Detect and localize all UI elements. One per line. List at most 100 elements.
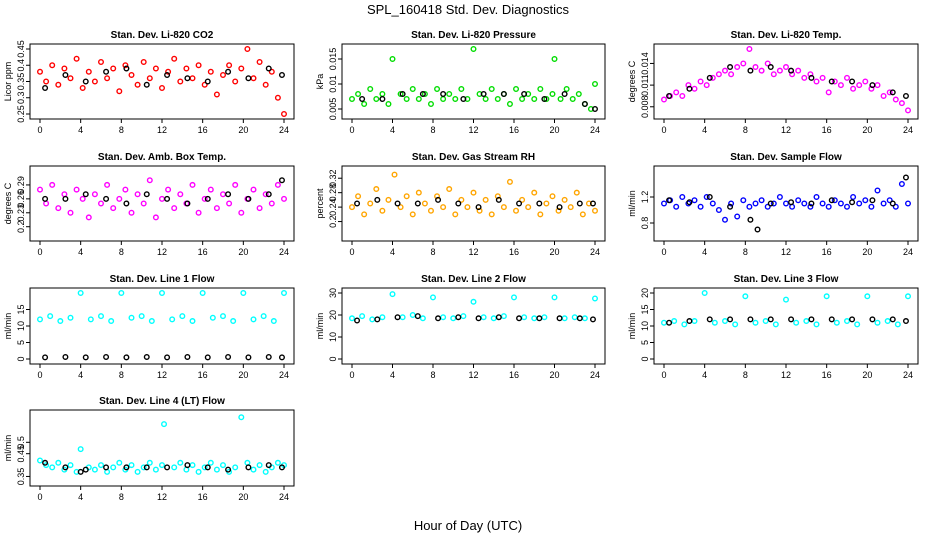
x-tick-label: 20 <box>238 247 248 257</box>
data-point <box>207 68 214 75</box>
data-point <box>42 84 49 91</box>
y-tick-label: 0.45 <box>16 40 26 58</box>
data-point <box>849 316 856 323</box>
data-point <box>232 464 239 471</box>
data-point <box>116 195 123 202</box>
data-point <box>788 199 795 206</box>
data-point <box>808 74 815 81</box>
data-point <box>67 462 74 469</box>
data-point <box>709 200 716 207</box>
data-point <box>55 81 62 88</box>
data-point <box>869 316 876 323</box>
data-point <box>219 71 226 78</box>
data-point <box>225 354 232 361</box>
y-axis-label: ml/min <box>3 435 13 462</box>
data-point <box>184 354 191 361</box>
data-point <box>767 200 774 207</box>
data-point <box>409 85 416 92</box>
data-point <box>556 315 563 322</box>
x-tick-label: 8 <box>119 247 124 257</box>
data-point <box>43 200 50 207</box>
data-point <box>355 90 362 97</box>
data-point <box>703 82 710 89</box>
data-point <box>138 313 145 320</box>
x-tick-label: 4 <box>390 125 395 135</box>
data-point <box>158 84 165 91</box>
x-tick-label: 8 <box>119 125 124 135</box>
data-point <box>460 313 467 320</box>
data-point <box>61 65 68 72</box>
data-point <box>801 74 808 81</box>
data-point <box>551 56 558 63</box>
data-point <box>62 195 69 202</box>
data-point <box>458 196 465 203</box>
series <box>354 313 596 324</box>
data-point <box>171 464 178 471</box>
data-point <box>225 68 232 75</box>
data-point <box>452 95 459 102</box>
data-point <box>232 181 239 188</box>
x-tick-label: 20 <box>549 247 559 257</box>
data-point <box>262 81 269 88</box>
data-point <box>414 200 421 207</box>
data-point <box>47 313 54 320</box>
data-point <box>189 75 196 82</box>
data-point <box>697 78 704 85</box>
data-point <box>359 313 366 320</box>
data-point <box>679 92 686 99</box>
data-point <box>146 459 153 466</box>
panel-title: Stan. Dev. Li-820 CO2 <box>111 30 214 41</box>
data-point <box>576 200 583 207</box>
data-point <box>541 314 548 321</box>
data-point <box>854 321 861 328</box>
x-tick-label: 16 <box>509 370 519 380</box>
y-axis-label: ml/min <box>3 313 13 340</box>
data-point <box>506 100 513 107</box>
data-point <box>549 193 556 200</box>
data-point <box>354 317 361 324</box>
data-point <box>831 78 838 85</box>
data-point <box>143 191 150 198</box>
y-tick-label: 0.35 <box>16 73 26 91</box>
x-tick-label: 4 <box>78 125 83 135</box>
data-point <box>354 200 361 207</box>
panel-title: Stan. Dev. Line 4 (LT) Flow <box>99 396 225 407</box>
data-point <box>458 85 465 92</box>
data-point <box>476 207 483 214</box>
data-point <box>571 314 578 321</box>
data-point <box>262 191 269 198</box>
series <box>37 177 288 221</box>
data-point <box>369 316 376 323</box>
y-tick-label: 15 <box>640 304 650 314</box>
y-axis-label: degrees C <box>627 60 637 102</box>
data-point <box>359 95 366 102</box>
data-point <box>807 71 814 78</box>
chart-panel: Stan. Dev. Amb. Box Temp.0 4 8 12 16 20 240.20… <box>3 152 295 257</box>
data-point <box>140 200 147 207</box>
data-point <box>764 60 771 67</box>
data-point <box>435 315 442 322</box>
data-point <box>201 81 208 88</box>
x-tick-label: 12 <box>157 247 167 257</box>
data-point <box>134 468 141 475</box>
data-point <box>199 290 206 297</box>
y-tick-label: 20 <box>640 288 650 298</box>
series <box>37 46 288 117</box>
data-point <box>849 199 856 206</box>
series <box>349 171 599 218</box>
data-point <box>91 191 98 198</box>
data-point <box>573 189 580 196</box>
data-point <box>148 318 155 325</box>
data-point <box>506 178 513 185</box>
data-point <box>808 316 815 323</box>
y-tick-label: 20 <box>328 310 338 320</box>
data-point <box>385 100 392 107</box>
y-tick-label: 5 <box>16 340 26 345</box>
data-point <box>103 195 110 202</box>
data-point <box>171 55 178 62</box>
x-tick-label: 24 <box>279 370 289 380</box>
data-point <box>531 189 538 196</box>
data-point <box>819 74 826 81</box>
data-point <box>874 82 881 89</box>
